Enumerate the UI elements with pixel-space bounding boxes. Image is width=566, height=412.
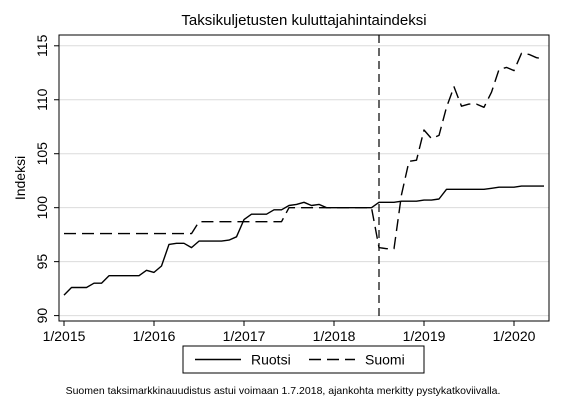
chart-title: Taksikuljetusten kuluttajahintaindeksi [181, 12, 426, 29]
legend: Ruotsi Suomi [182, 345, 425, 374]
x-tick-label-1: 1/2016 [133, 328, 176, 344]
legend-label-suomi: Suomi [365, 352, 405, 368]
y-axis: 90 95 100 105 110 115 [34, 34, 60, 324]
series-line-suomi [64, 52, 545, 250]
y-axis-label: Indeksi [12, 156, 28, 200]
y-tick-label-100: 100 [34, 196, 50, 220]
y-tick-label-105: 105 [34, 142, 50, 166]
y-tick-label-115: 115 [34, 34, 50, 57]
chart-note: Suomen taksimarkkinauudistus astui voima… [66, 385, 501, 397]
x-tick-label-3: 1/2018 [313, 328, 356, 344]
x-axis: 1/2015 1/2016 1/2017 1/2018 1/2019 1/2020 [43, 320, 549, 344]
series-layer [63, 52, 545, 296]
x-tick-label-5: 1/2020 [493, 328, 536, 344]
x-tick-label-0: 1/2015 [43, 328, 86, 344]
y-tick-label-95: 95 [34, 254, 50, 270]
x-tick-label-2: 1/2017 [223, 328, 266, 344]
x-tick-label-4: 1/2019 [403, 328, 446, 344]
legend-label-ruotsi: Ruotsi [251, 352, 291, 368]
series-line-ruotsi [63, 185, 544, 296]
y-tick-label-110: 110 [34, 88, 50, 111]
y-tick-label-90: 90 [34, 308, 50, 324]
